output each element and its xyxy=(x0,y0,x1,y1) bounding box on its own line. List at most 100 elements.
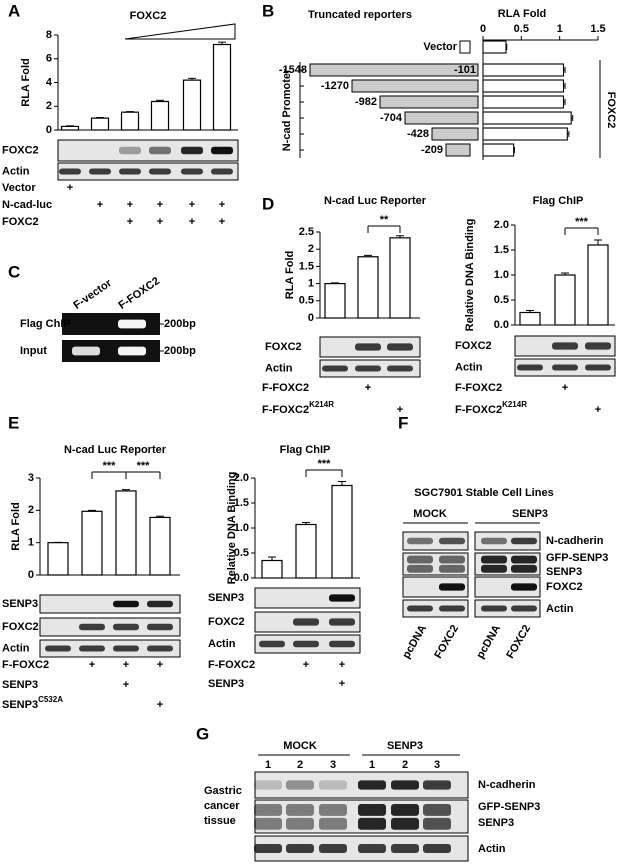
lane-label: 3 xyxy=(330,759,336,771)
band xyxy=(423,817,451,830)
band xyxy=(358,803,386,816)
y-axis-label: Relative DNA Binding xyxy=(226,472,238,585)
bar xyxy=(482,95,565,109)
band xyxy=(293,618,319,626)
band xyxy=(254,803,282,816)
band xyxy=(79,623,105,631)
blot xyxy=(474,599,541,618)
reporter-box xyxy=(431,127,479,141)
y-tick-label: 2 xyxy=(308,243,314,255)
band xyxy=(322,365,348,372)
y-axis-label: RLA Fold xyxy=(10,502,22,550)
band xyxy=(319,844,347,853)
y-tick-label: 2 xyxy=(28,504,34,516)
tissue-label: tissue xyxy=(204,815,236,827)
bar xyxy=(295,523,317,579)
row-label: Input xyxy=(20,345,47,357)
band xyxy=(89,168,111,175)
band xyxy=(329,618,355,626)
blot xyxy=(39,639,181,658)
band xyxy=(113,645,139,652)
plus-sign: + xyxy=(339,659,345,671)
band xyxy=(511,555,537,564)
blot-label: FOXC2 xyxy=(2,144,39,156)
blot xyxy=(402,576,469,598)
panel-letter: D xyxy=(262,194,274,213)
reporter-box xyxy=(309,63,479,77)
bar xyxy=(324,283,346,319)
band xyxy=(211,146,233,155)
blot-label: N-cadherin xyxy=(546,535,604,547)
blot xyxy=(57,139,239,162)
bar xyxy=(115,490,137,576)
bar xyxy=(261,559,283,579)
y-tick-label: 8 xyxy=(46,29,52,41)
y-tick-label: 1.5 xyxy=(494,244,509,256)
condition-label: F-FOXC2K214R xyxy=(455,400,527,416)
y-tick-label: 2.0 xyxy=(234,472,249,484)
y-tick-label: 0 xyxy=(308,312,314,324)
blot-label: Actin xyxy=(265,362,293,374)
band xyxy=(254,780,282,790)
gel xyxy=(62,340,160,362)
condition-sup: K214R xyxy=(309,400,334,409)
condition-name: F-FOXC2 xyxy=(208,659,255,671)
condition-label: Vector xyxy=(2,182,36,194)
group-label: SENP3 xyxy=(512,508,548,520)
blot-label: FOXC2 xyxy=(546,581,583,593)
band xyxy=(293,640,319,648)
band xyxy=(439,555,465,564)
significance: *** xyxy=(137,460,151,472)
bar xyxy=(60,125,80,131)
band xyxy=(254,817,282,830)
band xyxy=(423,780,451,790)
condition-name: F-FOXC2 xyxy=(455,382,502,394)
band xyxy=(439,583,465,591)
category-label: -1270 xyxy=(321,80,349,92)
plus-sign: + xyxy=(397,404,403,416)
panel-letter: F xyxy=(398,413,408,432)
band xyxy=(407,537,433,545)
y-tick-label: 0.5 xyxy=(494,294,509,306)
category-label: -704 xyxy=(380,112,403,124)
band xyxy=(481,605,507,612)
condition-name: F-FOXC2 xyxy=(262,404,309,416)
band xyxy=(391,817,419,830)
group-label: N-cad Promoter xyxy=(281,68,293,151)
y-tick-label: 1.0 xyxy=(234,522,249,534)
band xyxy=(358,780,386,790)
row-label: Flag ChIP xyxy=(20,318,71,330)
band xyxy=(286,844,314,853)
plus-sign: + xyxy=(67,182,73,194)
chart-title: N-cad Luc Reporter xyxy=(324,195,427,207)
band xyxy=(355,343,381,351)
band xyxy=(254,844,282,853)
x-tick-label: 0 xyxy=(480,23,486,35)
blot xyxy=(39,617,181,637)
blot xyxy=(402,599,469,618)
band xyxy=(517,364,543,371)
bar xyxy=(47,542,69,576)
blot xyxy=(39,594,181,614)
bar xyxy=(120,111,140,131)
y-tick-label: 2.5 xyxy=(299,226,314,238)
condition-label: FOXC2 xyxy=(2,216,39,228)
plus-sign: + xyxy=(562,382,568,394)
band xyxy=(319,803,347,816)
blot xyxy=(402,531,469,551)
band xyxy=(211,168,233,175)
panel-letter: G xyxy=(196,724,209,743)
lane-label: 1 xyxy=(265,759,271,771)
band xyxy=(45,645,71,652)
significance: *** xyxy=(318,458,332,470)
condition-name: SENP3 xyxy=(2,699,38,711)
y-tick-label: 2.0 xyxy=(494,219,509,231)
band xyxy=(423,803,451,816)
y-tick-label: 6 xyxy=(46,53,52,65)
band xyxy=(329,640,355,648)
panel-title: Truncated reporters xyxy=(308,9,412,21)
bar xyxy=(90,117,110,131)
condition-label: SENP3C532A xyxy=(2,695,63,711)
x-axis-label: RLA Fold xyxy=(498,8,546,20)
band xyxy=(113,623,139,631)
